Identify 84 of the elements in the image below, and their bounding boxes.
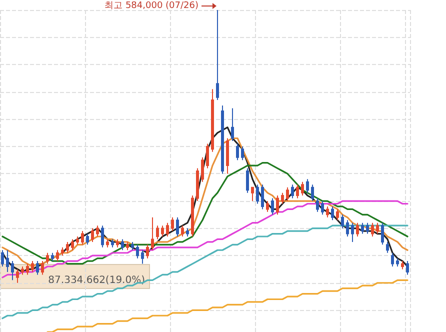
candlestick: [91, 228, 94, 242]
candlestick: [346, 220, 349, 237]
candlestick: [371, 222, 374, 237]
candlestick: [86, 233, 89, 246]
candlestick: [46, 252, 49, 264]
candlestick: [161, 225, 164, 237]
candlestick: [71, 238, 74, 251]
candlestick: [306, 178, 309, 194]
candlestick: [366, 222, 369, 234]
annotation: 87,334,662(19.0%): [48, 274, 145, 288]
candlestick: [106, 238, 109, 248]
candlestick: [206, 143, 209, 169]
candlestick: [241, 146, 244, 161]
candlestick: [216, 10, 219, 101]
candlestick: [266, 200, 269, 212]
candlestick: [76, 236, 79, 246]
candlestick: [101, 225, 104, 248]
candlestick: [301, 181, 304, 196]
candlestick: [356, 222, 359, 237]
annotation: 최고 584,000 (07/26): [104, 1, 198, 11]
candlestick: [111, 238, 114, 248]
candlestick: [81, 230, 84, 246]
candlestick: [246, 168, 249, 194]
candlestick: [36, 260, 39, 276]
candlestick: [396, 258, 399, 268]
candlestick: [311, 184, 314, 202]
candlestick: [336, 208, 339, 221]
candlestick: [256, 184, 259, 204]
candlestick: [166, 222, 169, 237]
candlestick: [51, 252, 54, 262]
candlestick: [131, 241, 134, 251]
candlestick: [171, 216, 174, 232]
candlestick: [31, 260, 34, 272]
candlestick: [121, 238, 124, 251]
candlestick: [251, 186, 254, 202]
candlestick: [391, 252, 394, 268]
candlestick: [331, 206, 334, 221]
candlestick: [316, 198, 319, 212]
candlestick: [406, 260, 409, 276]
candlestick: [186, 228, 189, 237]
candlestick: [381, 222, 384, 246]
candlestick: [221, 105, 224, 174]
candlestick: [126, 241, 129, 251]
candlestick: [226, 138, 229, 174]
candlestick: [276, 195, 279, 216]
candlestick: [21, 266, 24, 276]
candlestick: [211, 88, 214, 152]
candlestick: [136, 244, 139, 259]
candlestick: [341, 214, 344, 229]
candlestick: [361, 222, 364, 234]
candlestick: [41, 260, 44, 276]
candlestick: [191, 195, 194, 237]
candlestick: [16, 268, 19, 284]
candlestick: [351, 222, 354, 242]
candlestick: [66, 241, 69, 254]
candlestick: [141, 250, 144, 264]
candlestick: [96, 225, 99, 237]
candlestick: [201, 156, 204, 182]
candlestick: [271, 198, 274, 216]
candlestick: [61, 246, 64, 256]
candlestick: [296, 184, 299, 199]
candlestick: [146, 244, 149, 259]
candlestick: [291, 184, 294, 199]
candlestick: [286, 186, 289, 202]
candlestick: [176, 216, 179, 237]
candlestick: [321, 200, 324, 216]
candlestick: [231, 108, 234, 142]
candlestick: [1, 250, 4, 268]
candlestick: [181, 225, 184, 237]
candlestick: [196, 168, 199, 202]
candlestick: [236, 143, 239, 161]
candlestick: [151, 216, 154, 251]
candlestick: [261, 184, 264, 210]
candlestick: [11, 260, 14, 281]
candlestick: [116, 238, 119, 248]
candlestick: [56, 250, 59, 262]
candlestick: [376, 222, 379, 234]
candlestick: [326, 206, 329, 218]
candlestick: [401, 260, 404, 270]
candlestick: [26, 263, 29, 276]
candlestick: [156, 225, 159, 240]
candlestick: [281, 192, 284, 204]
candlestick: [386, 241, 389, 254]
candlestick: [6, 250, 9, 272]
